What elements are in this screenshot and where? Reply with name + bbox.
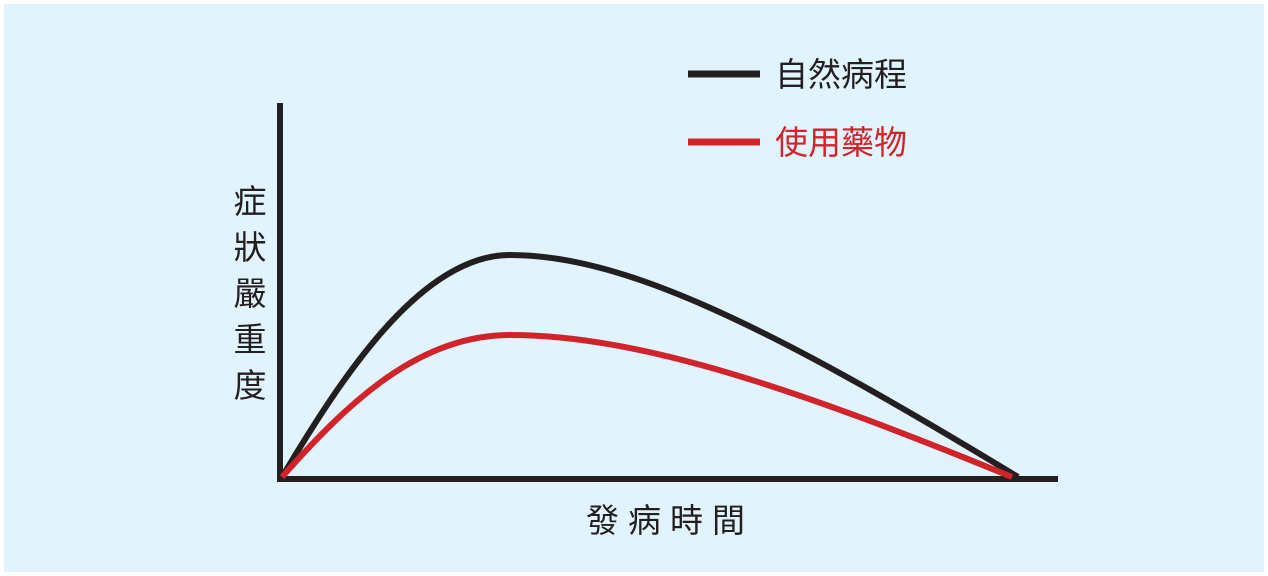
figure: 自然病程 使用藥物 症狀嚴重度 發病時間 [4,4,1264,572]
natural-course-curve [279,251,1020,480]
medication-curve [279,331,1014,480]
x-axis-label: 發病時間 [586,501,754,540]
diagram [277,70,1058,482]
legend-label: 使用藥物 [775,123,907,162]
legend-label: 自然病程 [775,55,907,94]
y-axis-label: 症狀嚴重度 [228,184,267,414]
